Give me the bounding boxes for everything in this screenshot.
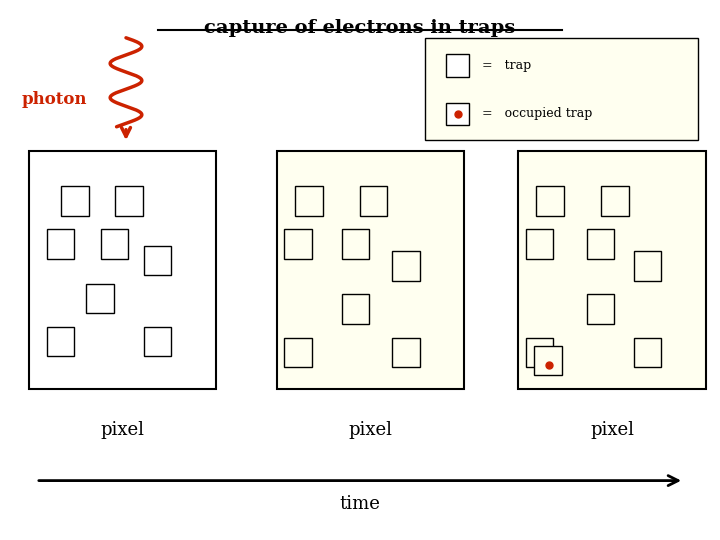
Bar xyxy=(534,346,562,375)
Bar xyxy=(601,186,629,216)
Bar xyxy=(47,327,74,356)
Bar xyxy=(587,294,614,324)
Bar xyxy=(392,251,420,281)
Bar xyxy=(634,251,661,281)
Bar xyxy=(587,230,614,259)
Bar xyxy=(101,230,128,259)
Bar xyxy=(342,294,369,324)
Bar xyxy=(526,230,553,259)
Text: pixel: pixel xyxy=(590,421,634,439)
Bar xyxy=(47,230,74,259)
Bar xyxy=(295,186,323,216)
Text: pixel: pixel xyxy=(348,421,393,439)
Bar xyxy=(360,186,387,216)
Bar xyxy=(144,327,171,356)
Text: =   trap: = trap xyxy=(482,59,531,72)
Text: time: time xyxy=(340,495,380,513)
Text: capture of electrons in traps: capture of electrons in traps xyxy=(204,19,516,37)
Text: =   occupied trap: = occupied trap xyxy=(482,107,593,120)
Bar xyxy=(144,246,171,275)
Bar xyxy=(29,151,216,389)
Bar xyxy=(634,338,661,367)
Bar xyxy=(86,284,114,313)
Bar xyxy=(446,55,469,77)
Bar xyxy=(61,186,89,216)
Bar xyxy=(518,151,706,389)
Text: photon: photon xyxy=(22,91,87,109)
Bar xyxy=(392,338,420,367)
Bar xyxy=(342,230,369,259)
Bar xyxy=(115,186,143,216)
Bar xyxy=(425,38,698,140)
Bar xyxy=(446,103,469,125)
Bar xyxy=(526,338,553,367)
Bar xyxy=(277,151,464,389)
Text: pixel: pixel xyxy=(100,421,145,439)
Bar xyxy=(536,186,564,216)
Bar xyxy=(284,338,312,367)
Bar xyxy=(284,230,312,259)
